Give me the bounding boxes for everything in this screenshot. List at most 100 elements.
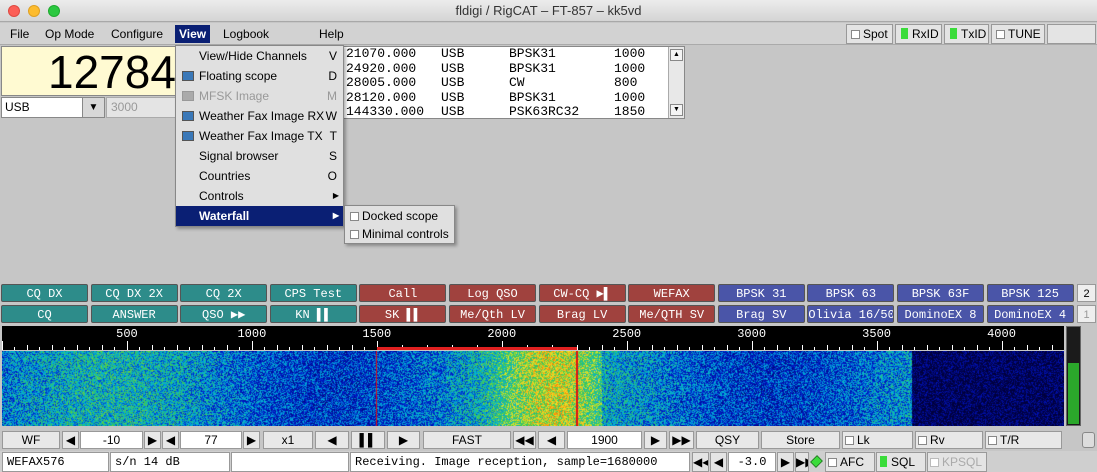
menu-logbook[interactable]: Logbook <box>223 27 270 41</box>
waterfall-display[interactable] <box>2 351 1064 426</box>
macro-button[interactable]: DominoEX 8 <box>897 305 984 323</box>
scroll-up-icon[interactable]: ▲ <box>670 49 683 61</box>
zoom-window-button[interactable] <box>48 5 60 17</box>
menu-item-waterfall[interactable]: Waterfall ▶ <box>176 206 343 226</box>
macro-button[interactable]: Brag SV <box>717 305 805 323</box>
mode-dropdown-arrow-icon[interactable]: ▼ <box>82 97 105 118</box>
afc-down-icon[interactable]: ◀ <box>710 452 727 472</box>
range-field[interactable]: 77 <box>180 431 242 449</box>
macro-button[interactable]: BPSK 63F <box>897 284 984 302</box>
kpsql-checkbox[interactable] <box>930 458 939 467</box>
store-button[interactable]: Store <box>761 431 840 449</box>
tr-toggle[interactable]: T/R <box>985 431 1062 449</box>
tune-button[interactable]: TUNE <box>991 24 1045 44</box>
afc-value-field[interactable]: -3.0 <box>728 452 776 472</box>
wf-mode-button[interactable]: WF <box>2 431 60 449</box>
speed-button[interactable]: FAST <box>423 431 511 449</box>
frequency-display[interactable]: 12784 <box>1 46 177 96</box>
macro-button[interactable]: BPSK 125 <box>986 284 1074 302</box>
menu-view[interactable]: View <box>175 25 211 43</box>
macro-button[interactable]: CQ DX <box>1 284 88 302</box>
range-increase-icon[interactable]: ▶ <box>243 431 260 449</box>
tr-checkbox[interactable] <box>988 436 997 445</box>
menu-item-wefax-tx[interactable]: Weather Fax Image TX T <box>176 126 343 146</box>
ref-level-increase-icon[interactable]: ▶ <box>144 431 161 449</box>
minimize-window-button[interactable] <box>28 5 40 17</box>
menu-op-mode[interactable]: Op Mode <box>45 27 95 41</box>
scroll-right-icon[interactable]: ▶ <box>387 431 420 449</box>
menu-item-view-hide-channels[interactable]: View/Hide Channels V <box>176 46 343 66</box>
afc-checkbox[interactable] <box>828 458 837 467</box>
carrier-down-icon[interactable]: ◀ <box>538 431 565 449</box>
afc-fast-down-icon[interactable]: ◀◀ <box>692 452 709 472</box>
list-item[interactable]: 144330.000 USB PSK63RC32 1850 <box>344 104 684 118</box>
range-decrease-icon[interactable]: ◀ <box>162 431 179 449</box>
macro-button[interactable]: QSO ▶▶ <box>180 305 268 323</box>
docked-scope-checkbox[interactable] <box>350 212 359 221</box>
carrier-up-icon[interactable]: ▶ <box>644 431 667 449</box>
sql-toggle[interactable]: SQL <box>876 452 926 472</box>
zoom-button[interactable]: x1 <box>263 431 313 449</box>
minimal-controls-checkbox[interactable] <box>350 230 359 239</box>
macro-button[interactable]: BPSK 63 <box>807 284 895 302</box>
menu-item-signal-browser[interactable]: Signal browser S <box>176 146 343 166</box>
frequency-list-scrollbar[interactable]: ▲ ▼ <box>668 47 684 118</box>
txid-toggle[interactable]: TxID <box>944 24 989 44</box>
list-item[interactable]: 28005.000 USB CW 800 <box>344 75 684 91</box>
rxid-toggle[interactable]: RxID <box>895 24 942 44</box>
close-window-button[interactable] <box>8 5 20 17</box>
macro-button[interactable]: Me/QTH SV <box>628 305 716 323</box>
pause-icon[interactable]: ▌▌ <box>351 431 385 449</box>
squelch-slider-handle[interactable] <box>1082 432 1095 448</box>
menu-item-countries[interactable]: Countries O <box>176 166 343 186</box>
reverse-checkbox[interactable] <box>918 436 927 445</box>
macro-button[interactable]: BPSK 31 <box>717 284 805 302</box>
menu-item-docked-scope[interactable]: Docked scope <box>345 207 438 225</box>
lock-checkbox[interactable] <box>845 436 854 445</box>
macro-button[interactable]: CQ DX 2X <box>90 284 178 302</box>
macro-button[interactable]: ANSWER <box>90 305 178 323</box>
macro-button[interactable]: CPS Test <box>269 284 357 302</box>
macro-button[interactable]: SK ▌▌ <box>359 305 447 323</box>
menu-item-minimal-controls[interactable]: Minimal controls <box>345 225 449 243</box>
frequency-scale[interactable]: 500 1000 1500 2000 2500 3000 3500 4000 <box>2 326 1064 350</box>
lock-toggle[interactable]: Lk <box>842 431 913 449</box>
afc-fast-up-icon[interactable]: ▶▶ <box>795 452 809 472</box>
scroll-left-icon[interactable]: ◀ <box>315 431 349 449</box>
macro-page-bottom-button[interactable]: 1 <box>1077 305 1096 323</box>
afc-up-icon[interactable]: ▶ <box>777 452 794 472</box>
carrier-fast-down-icon[interactable]: ◀◀ <box>513 431 536 449</box>
menu-item-floating-scope[interactable]: Floating scope D <box>176 66 343 86</box>
reverse-toggle[interactable]: Rv <box>915 431 983 449</box>
spot-checkbox[interactable] <box>851 30 860 39</box>
carrier-fast-up-icon[interactable]: ▶▶ <box>669 431 694 449</box>
spot-toggle[interactable]: Spot <box>846 24 893 44</box>
macro-button[interactable]: Call <box>359 284 447 302</box>
macro-button[interactable]: Log QSO <box>449 284 536 302</box>
list-item[interactable]: 24920.000 USB BPSK31 1000 <box>344 61 684 77</box>
menu-file[interactable]: File <box>10 27 30 41</box>
menu-configure[interactable]: Configure <box>111 27 164 41</box>
carrier-frequency-field[interactable]: 1900 <box>567 431 642 449</box>
kpsql-toggle[interactable]: KPSQL <box>927 452 987 472</box>
macro-page-top-button[interactable]: 2 <box>1077 284 1096 302</box>
toolbar-spacer-button[interactable] <box>1047 24 1096 44</box>
ref-level-field[interactable]: -10 <box>80 431 143 449</box>
mode-select[interactable]: USB <box>1 97 105 118</box>
ref-level-decrease-icon[interactable]: ◀ <box>62 431 79 449</box>
macro-button[interactable]: CQ <box>1 305 88 323</box>
macro-button[interactable]: CW-CQ ▶▌ <box>538 284 626 302</box>
scroll-down-icon[interactable]: ▼ <box>670 104 683 116</box>
list-item[interactable]: 28120.000 USB BPSK31 1000 <box>344 90 684 106</box>
menu-help[interactable]: Help <box>319 27 344 41</box>
list-item[interactable]: 21070.000 USB BPSK31 1000 <box>344 47 684 62</box>
menu-item-controls[interactable]: Controls ▶ <box>176 186 343 206</box>
macro-button[interactable]: DominoEX 4 <box>986 305 1074 323</box>
macro-button[interactable]: WEFAX <box>628 284 716 302</box>
macro-button[interactable]: Olivia 16/500 <box>807 305 895 323</box>
frequency-list[interactable]: 21070.000 USB BPSK31 1000 24920.000 USB BPSK3… <box>343 46 685 119</box>
menu-item-wefax-rx[interactable]: Weather Fax Image RX W <box>176 106 343 126</box>
macro-button[interactable]: KN ▌▌ <box>269 305 357 323</box>
bandwidth-select[interactable]: 3000 <box>106 97 176 118</box>
macro-button[interactable]: Brag LV <box>538 305 626 323</box>
